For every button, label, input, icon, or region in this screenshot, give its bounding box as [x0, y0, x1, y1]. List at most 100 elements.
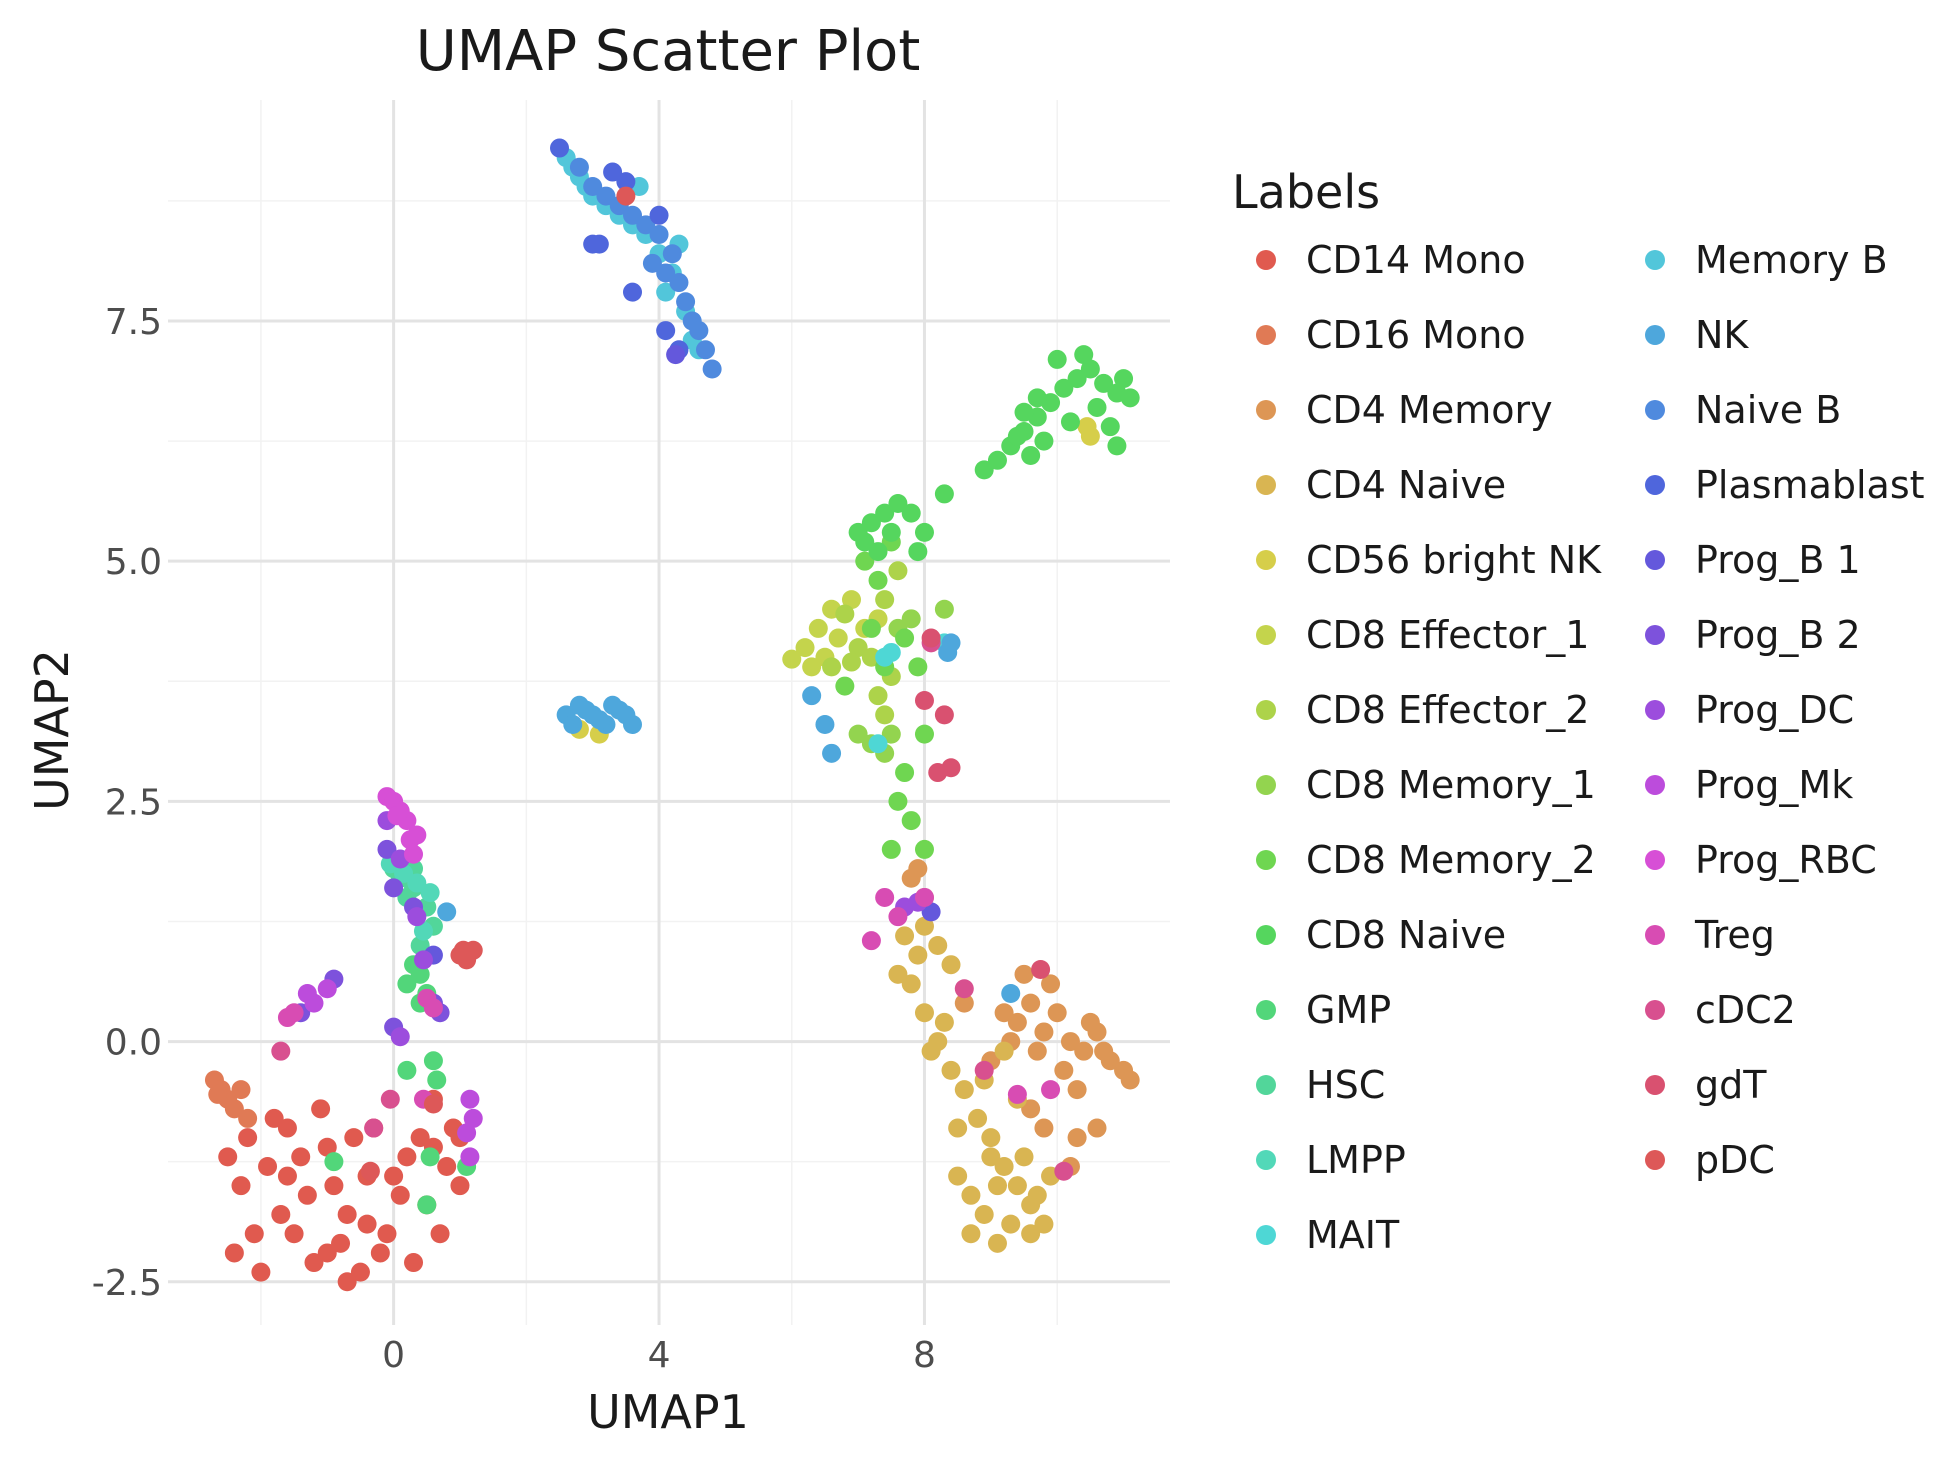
- legend-label: CD8 Effector_1: [1306, 613, 1590, 657]
- scatter-points: [204, 138, 1140, 1292]
- point-gdt: [934, 705, 954, 725]
- point-cd8-effector-2: [848, 638, 868, 658]
- axis-ticks: 0 4 8 -2.5 0.0 2.5 5.0 7.5: [92, 302, 936, 1376]
- point-cd8-memory-2: [914, 839, 934, 859]
- point-cd8-effector-2: [875, 705, 895, 725]
- point-cd4-naive: [941, 955, 961, 975]
- point-nk: [941, 633, 961, 653]
- point-cd14-mono: [344, 1128, 364, 1148]
- point-naive-b: [702, 359, 722, 379]
- legend-swatch: [1256, 775, 1276, 795]
- point-cd8-memory-2: [895, 628, 915, 648]
- legend-item-prog-b-2: Prog_B 2: [1645, 610, 1861, 660]
- point-prog-dc: [390, 1027, 410, 1047]
- point-cd14-mono: [284, 1224, 304, 1244]
- point-cd14-mono: [331, 1233, 351, 1253]
- point-gdt: [1031, 960, 1051, 980]
- legend-title: Labels: [1232, 165, 1381, 219]
- legend-swatch: [1645, 700, 1665, 720]
- point-cd8-naive: [1120, 388, 1140, 408]
- point-cd4-memory: [1034, 1118, 1054, 1138]
- point-nk: [437, 902, 457, 922]
- point-cd8-effector-1: [808, 618, 828, 638]
- legend-label: CD8 Memory_2: [1306, 838, 1596, 882]
- legend-item-lmpp: LMPP: [1256, 1135, 1406, 1185]
- point-cd14-mono: [264, 1108, 284, 1128]
- point-treg: [1007, 1084, 1027, 1104]
- point-cd4-naive: [901, 974, 921, 994]
- legend-label: CD8 Effector_2: [1306, 688, 1590, 732]
- legend-item-cd8-memory-1: CD8 Memory_1: [1256, 760, 1596, 810]
- point-cd14-mono: [337, 1272, 357, 1292]
- point-gdt: [921, 628, 941, 648]
- point-nk: [1001, 984, 1021, 1004]
- point-cd14-mono: [297, 1185, 317, 1205]
- point-cd4-memory: [1080, 1012, 1100, 1032]
- point-plasmablast: [623, 282, 643, 302]
- legend-label: gdT: [1695, 1063, 1767, 1107]
- point-cd8-effector-2: [868, 686, 888, 706]
- point-cd14-mono: [231, 1176, 251, 1196]
- point-cd8-memory-1: [934, 599, 954, 619]
- point-pdc: [616, 186, 636, 206]
- point-cd4-memory: [1067, 1080, 1087, 1100]
- point-cd8-naive: [1067, 369, 1087, 389]
- point-cd8-naive: [1087, 397, 1107, 417]
- legend-swatch: [1645, 850, 1665, 870]
- legend-item-cd4-naive: CD4 Naive: [1256, 460, 1506, 510]
- point-cd4-naive: [921, 1041, 941, 1061]
- point-cd14-mono: [397, 1147, 417, 1167]
- point-cd8-memory-2: [835, 676, 855, 696]
- point-naive-b: [642, 253, 662, 273]
- point-cd8-effector-2: [841, 652, 861, 672]
- point-treg: [1041, 1080, 1061, 1100]
- point-gdt: [914, 690, 934, 710]
- point-cd4-naive: [994, 1041, 1014, 1061]
- legend-swatch: [1256, 1225, 1276, 1245]
- point-cd14-mono: [304, 1253, 324, 1273]
- point-cd14-mono: [291, 1147, 311, 1167]
- point-cd4-memory: [1041, 974, 1061, 994]
- point-cd4-memory: [908, 859, 928, 879]
- point-lmpp: [394, 863, 414, 883]
- legend-swatch: [1645, 1000, 1665, 1020]
- point-treg: [861, 931, 881, 951]
- point-pdc: [360, 1161, 380, 1181]
- point-cd4-naive: [888, 964, 908, 984]
- point-cd8-memory-2: [861, 618, 881, 638]
- point-cd4-naive: [908, 945, 928, 965]
- point-cdc2: [364, 1118, 384, 1138]
- point-mait: [868, 734, 888, 754]
- legend-label: MAIT: [1306, 1213, 1400, 1257]
- legend-label: NK: [1695, 313, 1749, 357]
- point-cd16-mono: [231, 1080, 251, 1100]
- legend-swatch: [1645, 1150, 1665, 1170]
- point-cd8-memory-2: [855, 551, 875, 571]
- point-cd8-naive: [974, 460, 994, 480]
- point-prog-b-1: [921, 902, 941, 922]
- point-cd8-naive: [1094, 373, 1114, 393]
- point-cd4-naive: [1034, 1214, 1054, 1234]
- point-prog-b-1: [666, 345, 686, 365]
- point-prog-b-2: [384, 878, 404, 898]
- legend-item-cd4-memory: CD4 Memory: [1256, 385, 1553, 435]
- point-cd8-memory-1: [901, 609, 921, 629]
- legend-item-memory-b: Memory B: [1645, 235, 1888, 285]
- y-tick-label: 0.0: [105, 1023, 162, 1064]
- point-naive-b: [569, 157, 589, 177]
- legend-item-hsc: HSC: [1256, 1060, 1385, 1110]
- point-gmp: [417, 1195, 437, 1215]
- point-treg: [875, 887, 895, 907]
- point-cd14-mono: [244, 1224, 264, 1244]
- point-prog-rbc: [404, 844, 424, 864]
- legend-swatch: [1645, 625, 1665, 645]
- legend-swatch: [1645, 550, 1665, 570]
- legend-swatch: [1256, 325, 1276, 345]
- point-cd4-naive: [981, 1128, 1001, 1148]
- point-cd14-mono: [377, 1224, 397, 1244]
- legend-item-cd8-effector-1: CD8 Effector_1: [1256, 610, 1589, 660]
- point-cd8-memory-2: [901, 811, 921, 831]
- point-naive-b: [676, 292, 696, 312]
- point-nk: [802, 686, 822, 706]
